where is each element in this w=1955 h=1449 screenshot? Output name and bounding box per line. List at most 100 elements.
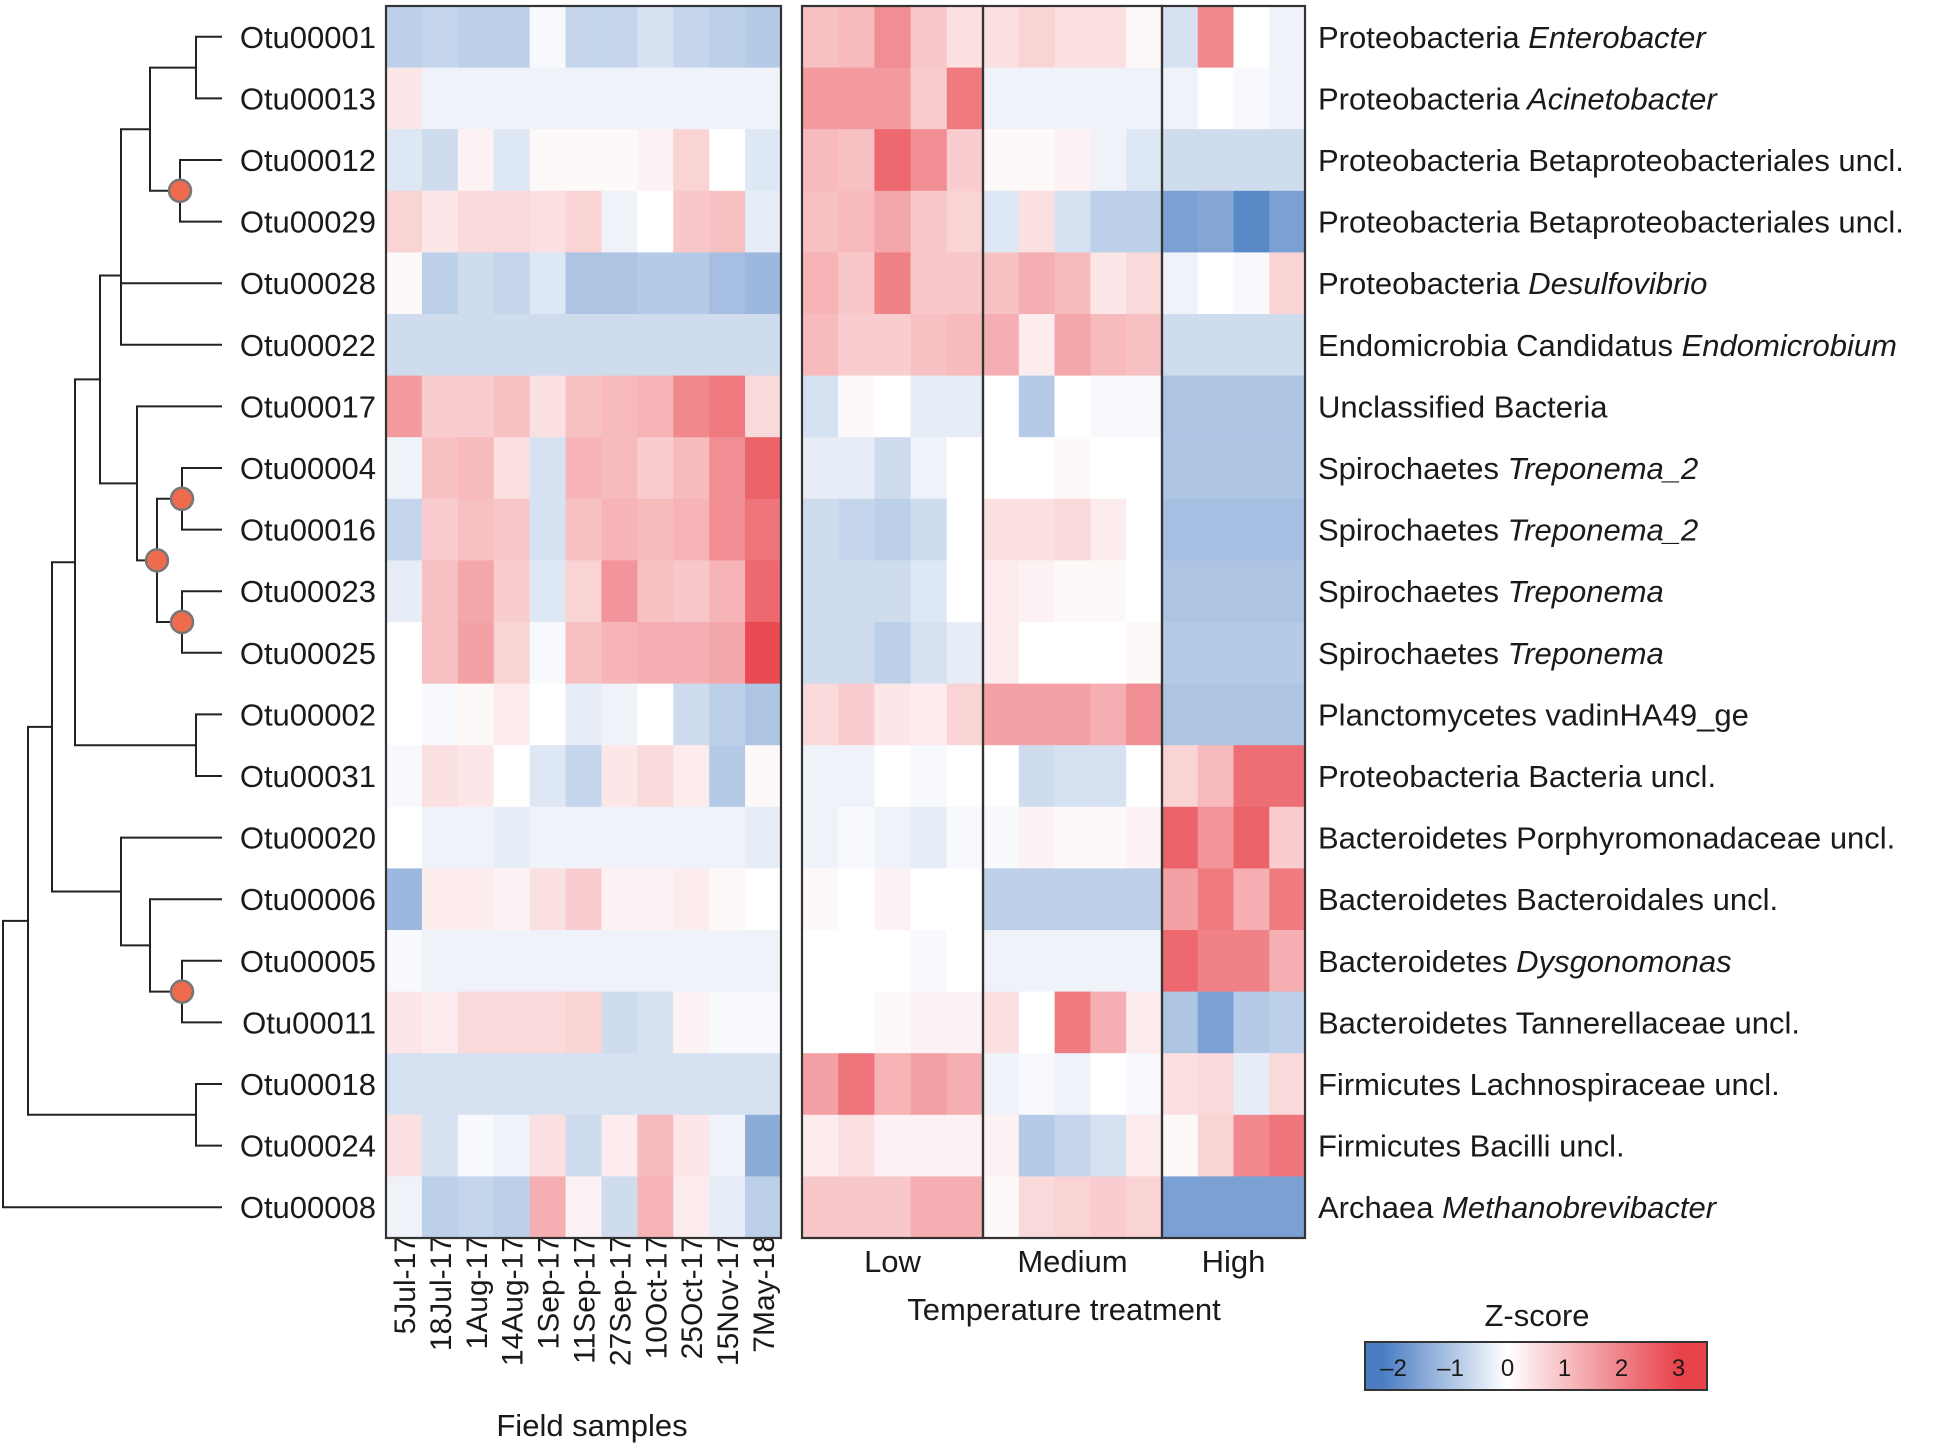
dendrogram-branch	[99, 274, 137, 485]
taxon-name: Endomicrobia Candidatus	[1318, 328, 1673, 363]
temperature-cell	[1269, 806, 1306, 869]
temperature-cell	[983, 190, 1020, 253]
colorbar-segment	[1510, 1342, 1514, 1390]
field-cell	[565, 375, 603, 438]
colorbar-segment	[1584, 1342, 1588, 1390]
otu-label: Otu00005	[240, 944, 376, 979]
taxon-label: Bacteroidetes Bacteroidales uncl.	[1318, 882, 1778, 917]
field-cell	[601, 6, 638, 69]
field-cell	[673, 1053, 710, 1116]
colorbar-segment	[1370, 1342, 1375, 1390]
temperature-cell	[1126, 622, 1163, 685]
colorbar-segment	[1390, 1342, 1395, 1390]
temperature-cell	[1018, 683, 1056, 746]
temperature-cell	[1126, 6, 1163, 69]
temperature-cell	[1162, 683, 1199, 746]
field-cell	[386, 1114, 423, 1177]
temperature-cell	[1126, 314, 1163, 377]
otu-label: Otu00013	[240, 81, 376, 116]
temperature-cell	[1269, 252, 1306, 315]
colorbar-segment	[1533, 1342, 1537, 1390]
field-cell	[637, 1114, 674, 1177]
colorbar-segment	[1464, 1342, 1469, 1390]
temperature-cell	[874, 622, 912, 685]
field-sample-tick-label: 7May-18	[748, 1236, 781, 1353]
taxon-label: Spirochaetes Treponema	[1318, 636, 1664, 671]
taxon-name: Unclassified Bacteria	[1318, 389, 1608, 424]
temperature-cell	[838, 1176, 875, 1239]
colorbar-segment	[1573, 1342, 1577, 1390]
temperature-cell	[1162, 314, 1199, 377]
field-cell	[673, 868, 710, 931]
field-cell	[745, 67, 782, 130]
temperature-cell	[1269, 560, 1306, 623]
field-sample-tick-label: 1Sep-17	[533, 1236, 566, 1349]
temperature-cell	[1162, 622, 1199, 685]
otu-label: Otu00008	[240, 1190, 376, 1225]
field-cell	[493, 6, 531, 69]
genus-name: Treponema_2	[1499, 513, 1698, 548]
temperature-cell	[1054, 1053, 1091, 1116]
temperature-cell	[983, 930, 1020, 993]
dendrogram-branch	[74, 378, 196, 747]
temperature-cell	[1054, 991, 1091, 1054]
temperature-cell	[983, 375, 1020, 438]
temperature-cell	[910, 314, 948, 377]
field-cell	[457, 806, 495, 869]
field-cell	[637, 868, 674, 931]
taxon-label: Firmicutes Bacilli uncl.	[1318, 1129, 1625, 1164]
temperature-group-label: Medium	[1017, 1244, 1127, 1279]
otu-label: Otu00020	[240, 821, 376, 856]
colorbar-segment	[1422, 1342, 1426, 1390]
field-cell	[601, 252, 638, 315]
temperature-cell	[1018, 1053, 1056, 1116]
taxon-name: Firmicutes Lachnospiraceae uncl.	[1318, 1067, 1780, 1102]
field-cell	[709, 1114, 746, 1177]
field-cell	[673, 375, 710, 438]
taxon-label: Proteobacteria Desulfovibrio	[1318, 266, 1707, 301]
temperature-cell	[1090, 6, 1127, 69]
temperature-cell	[838, 868, 875, 931]
temperature-cell	[1197, 129, 1235, 192]
field-cell	[529, 498, 567, 561]
temperature-cell	[1054, 1176, 1091, 1239]
colorbar-segment	[1427, 1342, 1432, 1390]
temperature-cell	[1090, 67, 1127, 130]
temperature-cell	[946, 622, 984, 685]
field-cell	[601, 1053, 638, 1116]
field-cell	[565, 622, 603, 685]
temperature-cell	[946, 560, 984, 623]
temperature-cell	[1233, 129, 1270, 192]
temperature-cell	[802, 560, 839, 623]
temperature-cell	[983, 67, 1020, 130]
temperature-cell	[910, 991, 948, 1054]
field-cell	[457, 314, 495, 377]
temperature-cell	[838, 190, 875, 253]
field-cell	[529, 560, 567, 623]
field-cell	[745, 1114, 782, 1177]
temperature-cell	[1126, 1053, 1163, 1116]
colorbar-segment	[1604, 1342, 1608, 1390]
temperature-cell	[910, 437, 948, 500]
field-cell	[529, 683, 567, 746]
colorbar-segment	[1655, 1342, 1660, 1390]
field-cell	[745, 190, 782, 253]
field-cell	[421, 745, 459, 808]
temperature-cell	[1162, 6, 1199, 69]
temperature-cell	[1233, 930, 1270, 993]
colorbar-segment	[1430, 1342, 1434, 1390]
field-cell	[493, 930, 531, 993]
temperature-cell	[1197, 1176, 1235, 1239]
temperature-cell	[838, 745, 875, 808]
temperature-cell	[1269, 67, 1306, 130]
field-cell	[565, 1053, 603, 1116]
colorbar-segment	[1632, 1342, 1637, 1390]
field-cell	[457, 437, 495, 500]
temperature-cell	[1197, 1053, 1235, 1116]
temperature-cell	[838, 129, 875, 192]
field-cell	[709, 930, 746, 993]
otu-label: Otu00017	[240, 389, 376, 424]
temperature-cell	[838, 314, 875, 377]
colorbar-segment	[1461, 1342, 1466, 1390]
